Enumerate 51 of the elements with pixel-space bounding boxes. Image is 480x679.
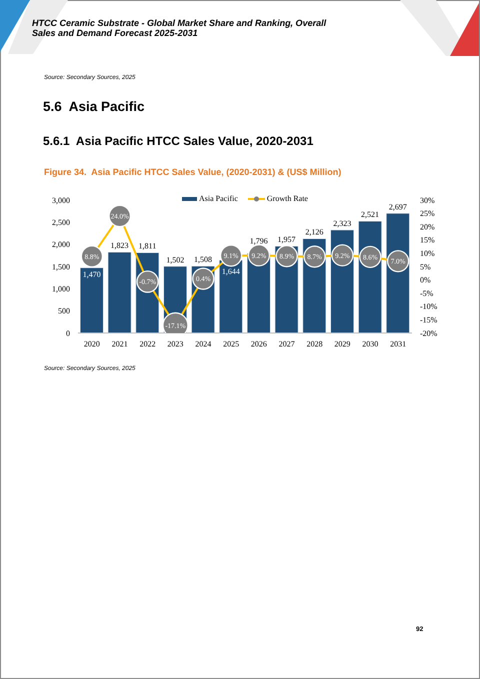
- y2-tick-label: -5%: [420, 288, 434, 298]
- data-label: 2,697: [388, 202, 407, 212]
- y2-tick-label: 25%: [420, 209, 435, 218]
- data-label: 1,644: [222, 267, 240, 276]
- data-label: 1,811: [138, 242, 156, 251]
- x-tick-label: 2025: [223, 340, 240, 349]
- y-tick-label: 1,500: [52, 262, 70, 272]
- legend-label: Asia Pacific: [199, 194, 238, 203]
- y-tick-label: 0: [66, 328, 70, 338]
- x-tick-label: 2029: [334, 340, 350, 349]
- data-label: 1,508: [194, 255, 212, 264]
- text: 5.6.1 Asia Pacific HTCC Sales Value, 2020-2031: [43, 134, 314, 148]
- x-tick-label: 2027: [278, 340, 295, 349]
- x-tick-label: 2023: [167, 340, 184, 349]
- data-label: 1,502: [166, 255, 184, 264]
- x-tick-label: 2024: [195, 340, 212, 349]
- data-label: 1,470: [82, 270, 101, 279]
- y2-tick-label: 30%: [420, 196, 435, 205]
- y2-tick-label: 10%: [420, 249, 435, 258]
- x-tick-label: 2028: [306, 340, 323, 349]
- y2-tick-label: 15%: [420, 236, 435, 245]
- x-tick-label: 2030: [362, 340, 378, 349]
- data-label: 1,823: [110, 241, 129, 250]
- y-tick-label: 2,000: [52, 240, 70, 250]
- bar: [219, 260, 243, 333]
- x-tick-label: 2031: [390, 340, 406, 349]
- x-tick-label: 2021: [112, 340, 128, 349]
- data-label: 2,323: [333, 219, 352, 228]
- x-tick-label: 2026: [250, 340, 267, 349]
- x-tick-label: 2020: [84, 340, 100, 349]
- text: HTCC Ceramic Substrate - Global Market Share and Ranking, Overall Sales and Demand Forecast 2025-2031: [32, 18, 328, 38]
- chart-title: Figure 34. Asia Pacific HTCC Sales Value, (2020-2031) & (US$ Million): [44, 167, 342, 177]
- y2-tick-label: 5%: [420, 262, 431, 272]
- text: 5.6 Asia Pacific: [43, 99, 145, 114]
- y-tick-label: 2,500: [52, 218, 70, 228]
- data-label: 1,796: [250, 236, 268, 246]
- data-label: 2,126: [305, 228, 324, 237]
- y2-tick-label: 20%: [420, 222, 435, 232]
- y-tick-label: 1,000: [52, 284, 70, 294]
- y2-tick-label: -15%: [420, 316, 438, 325]
- y2-tick-label: -10%: [420, 302, 438, 312]
- legend-label: Growth Rate: [266, 194, 308, 203]
- y2-tick-label: 0%: [420, 276, 431, 285]
- bar: [80, 268, 104, 333]
- data-label: 1,957: [278, 235, 296, 244]
- y-tick-label: 500: [58, 306, 70, 316]
- x-tick-label: 2022: [140, 340, 156, 349]
- y-tick-label: 3,000: [52, 196, 70, 205]
- bar: [108, 252, 132, 333]
- data-label: 2,521: [361, 210, 380, 220]
- y2-tick-label: -20%: [420, 328, 438, 338]
